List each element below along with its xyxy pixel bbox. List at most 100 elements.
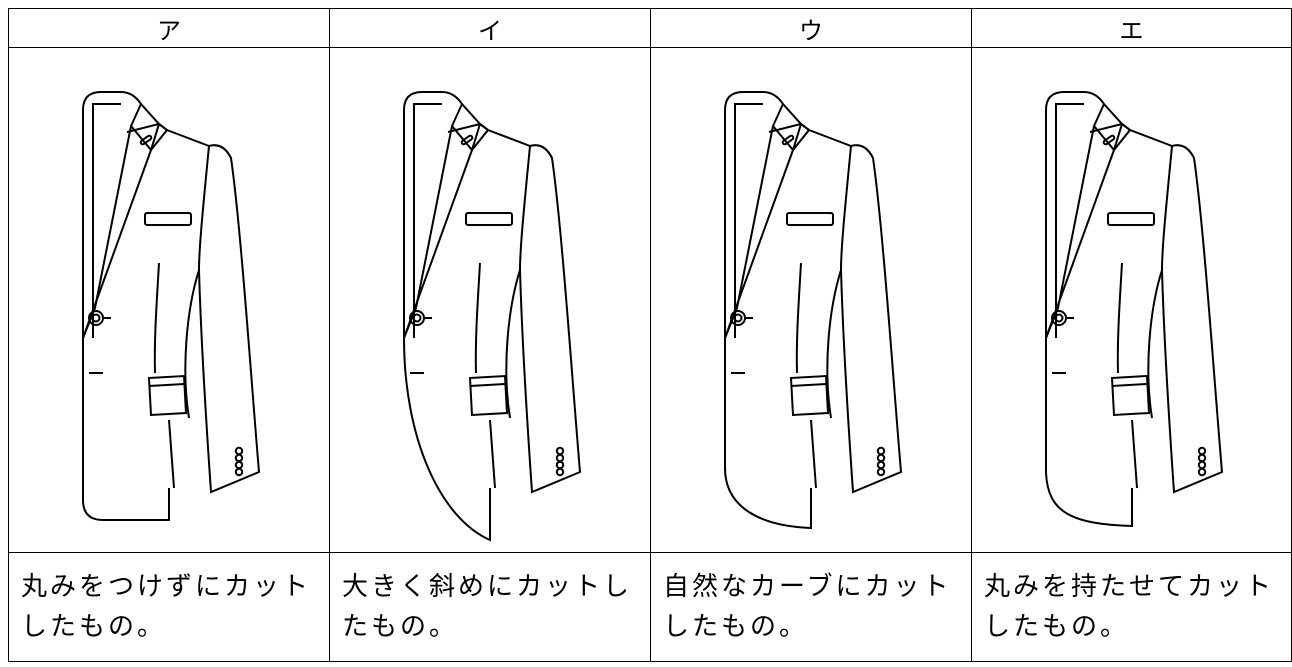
outline <box>840 145 852 271</box>
button <box>730 310 746 326</box>
sleeve-button <box>876 467 886 477</box>
sleeve-button <box>555 446 565 456</box>
sleeve-button <box>555 460 565 470</box>
button <box>409 310 425 326</box>
image-cell <box>971 47 1292 553</box>
outline <box>1045 91 1224 494</box>
outline <box>147 374 188 417</box>
outline <box>1161 145 1173 271</box>
outline <box>82 338 170 521</box>
outline <box>724 91 903 494</box>
button-hole <box>91 313 101 323</box>
outline <box>82 91 261 494</box>
image-cell <box>650 47 972 553</box>
outline <box>1111 383 1148 387</box>
sleeve-button <box>1197 460 1207 470</box>
sleeve-button <box>555 467 565 477</box>
outline <box>148 383 185 387</box>
outline <box>790 383 827 387</box>
sleeve-button <box>555 453 565 463</box>
chest-pocket <box>144 212 192 226</box>
sleeve-button <box>234 460 244 470</box>
outline <box>403 103 463 339</box>
outline <box>130 125 152 151</box>
outline <box>1116 262 1123 374</box>
chest-pocket <box>786 212 834 226</box>
image-cell <box>329 47 651 553</box>
outline <box>168 419 175 489</box>
outline <box>826 269 842 419</box>
jacket-illustration <box>82 91 261 521</box>
outline <box>413 103 442 338</box>
outline <box>1055 103 1084 338</box>
image-row <box>8 47 1292 553</box>
outline <box>489 419 496 489</box>
outline <box>451 125 473 151</box>
description-row: 丸みをつけずにカットしたもの。 大きく斜めにカットしたもの。 自然なカーブにカッ… <box>8 552 1292 662</box>
outline <box>724 338 812 530</box>
outline <box>184 269 200 419</box>
outline <box>1147 269 1163 419</box>
sleeve-button <box>234 453 244 463</box>
outline <box>734 103 763 338</box>
header-cell: イ <box>329 8 651 48</box>
description-cell: 丸みを持たせてカットしたもの。 <box>971 552 1292 662</box>
description-cell: 大きく斜めにカットしたもの。 <box>329 552 651 662</box>
sleeve-button <box>234 467 244 477</box>
outline <box>724 123 802 339</box>
outline <box>468 374 509 417</box>
header-cell: ウ <box>650 8 972 48</box>
outline <box>810 419 817 489</box>
outline <box>126 122 169 151</box>
outline <box>1110 374 1151 417</box>
chest-pocket <box>465 212 513 226</box>
outline <box>505 269 521 419</box>
outline <box>789 374 830 417</box>
header-cell: ア <box>8 8 330 48</box>
sleeve-button <box>1197 453 1207 463</box>
outline <box>1089 122 1132 151</box>
jacket-illustration <box>1045 91 1224 528</box>
outline <box>724 103 784 339</box>
jacket-illustration <box>403 91 582 542</box>
outline <box>474 262 481 374</box>
comparison-table: ア イ ウ エ 丸みをつけずにカットしたもの。 大きく斜めにカットしたもの。 自… <box>8 8 1292 662</box>
outline <box>403 337 491 542</box>
sleeve-button <box>876 446 886 456</box>
outline <box>1045 123 1123 339</box>
outline <box>1045 338 1133 528</box>
outline <box>1131 419 1138 489</box>
outline <box>768 122 811 151</box>
outline <box>153 262 160 374</box>
buttonhole <box>139 134 153 146</box>
outline <box>92 103 121 338</box>
header-cell: エ <box>971 8 1292 48</box>
image-cell <box>8 47 330 553</box>
outline <box>772 125 794 151</box>
sleeve-button <box>1197 446 1207 456</box>
outline <box>198 145 210 271</box>
button <box>88 310 104 326</box>
description-cell: 自然なカーブにカットしたもの。 <box>650 552 972 662</box>
outline <box>82 123 160 339</box>
buttonhole <box>781 134 795 146</box>
description-cell: 丸みをつけずにカットしたもの。 <box>8 552 330 662</box>
buttonhole <box>1102 134 1116 146</box>
outline <box>469 383 506 387</box>
button-hole <box>1054 313 1064 323</box>
outline <box>82 103 142 339</box>
sleeve-button <box>876 460 886 470</box>
sleeve-button <box>1197 467 1207 477</box>
sleeve-button <box>876 453 886 463</box>
outline <box>519 145 531 271</box>
chest-pocket <box>1107 212 1155 226</box>
outline <box>447 122 490 151</box>
sleeve-button <box>234 446 244 456</box>
buttonhole <box>460 134 474 146</box>
outline <box>403 91 582 494</box>
button-hole <box>412 313 422 323</box>
button <box>1051 310 1067 326</box>
outline <box>1045 103 1105 339</box>
header-row: ア イ ウ エ <box>8 8 1292 48</box>
outline <box>403 123 481 339</box>
